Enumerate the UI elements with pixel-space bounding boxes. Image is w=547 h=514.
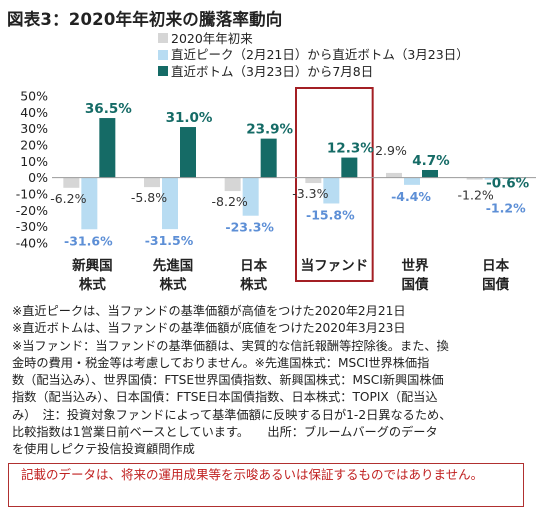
bar: [484, 177, 501, 180]
legend-item-ytd: 2020年年初来: [158, 30, 469, 47]
y-tick-label: -20%: [16, 203, 48, 218]
bar: [323, 177, 340, 204]
x-category-label: 株式: [160, 276, 187, 293]
legend-swatch-bottom-to-july: [158, 66, 168, 77]
footnote-line: ※当ファンド：当ファンドの基準価額は、実質的な信託報酬等控除後。また、換: [12, 338, 449, 353]
x-category-label: 株式: [79, 276, 106, 293]
bar: [386, 172, 402, 178]
bar: [404, 177, 420, 185]
x-category-label: 株式: [240, 276, 267, 293]
data-label: -6.2%: [50, 191, 86, 206]
data-label: -5.8%: [131, 190, 167, 205]
bar: [144, 177, 160, 188]
legend-label-peak-to-bottom: 直近ピーク（2月21日）から直近ボトム（3月23日）: [171, 47, 469, 63]
data-label: -3.3%: [292, 186, 328, 201]
y-tick-label: 50%: [20, 89, 48, 104]
x-category-label: 先進国: [153, 257, 194, 274]
legend-label-bottom-to-july: 直近ボトム（3月23日）から7月8日: [171, 63, 374, 79]
footnote-line: ※直近ボトムは、当ファンドの基準価額が底値をつけた2020年3月23日: [12, 321, 406, 336]
footnote-line: 金時の費用・税金等は考慮しておりません。※先進国株式：MSCI世界株価指: [12, 355, 430, 370]
bar: [224, 177, 241, 192]
data-label: 31.0%: [166, 110, 213, 126]
y-tick-label: 40%: [20, 105, 48, 120]
highlight-frame: [295, 87, 374, 282]
bar: [466, 177, 483, 180]
footnote-line: を使用しピクテ投信投資顧問作成: [12, 442, 195, 457]
y-tick-label: 20%: [20, 138, 48, 153]
bar: [422, 169, 438, 178]
bar: [63, 177, 80, 188]
x-category-label: 新興国: [72, 257, 113, 274]
data-label: 2.9%: [375, 143, 407, 158]
y-tick-label: -30%: [16, 219, 48, 234]
y-tick-label: -40%: [16, 236, 48, 251]
data-label: 36.5%: [85, 101, 132, 117]
footnote-line: 指数（配当込み）、日本国債：FTSE日本国債指数、日本株式：TOPIX（配当込: [12, 390, 438, 405]
y-tick-label: 0%: [28, 170, 48, 185]
x-category-label: 国債: [402, 276, 429, 293]
data-label: 12.3%: [327, 141, 374, 157]
data-label: -0.6%: [486, 176, 530, 192]
footnote-line: 数（配当込み）、世界国債：FTSE世界国債指数、新興国株式：MSCI新興国株価: [12, 373, 444, 388]
chart-title: 図表3：2020年年初来の騰落率動向: [7, 10, 283, 29]
y-tick-label: 30%: [20, 121, 48, 136]
bar: [242, 177, 259, 216]
legend-label-ytd: 2020年年初来: [171, 30, 253, 46]
data-label: -1.2%: [486, 201, 526, 216]
data-label: 4.7%: [412, 153, 450, 169]
data-label: -4.4%: [391, 189, 431, 204]
bar: [99, 118, 116, 178]
footnote-line: 比較指数は1営業日前ベースとしています。 出所：ブルームバーグのデータ: [12, 425, 438, 440]
data-label: 23.9%: [246, 122, 293, 138]
data-label: -1.2%: [458, 188, 494, 203]
bar: [305, 177, 322, 184]
bar: [81, 177, 98, 230]
legend-item-bottom-to-july: 直近ボトム（3月23日）から7月8日: [158, 63, 469, 80]
chart-legend: 2020年年初来 直近ピーク（2月21日）から直近ボトム（3月23日） 直近ボト…: [158, 30, 469, 80]
legend-swatch-ytd: [158, 33, 168, 44]
x-category-label: 国債: [482, 276, 509, 293]
bar: [341, 157, 358, 178]
disclaimer-box: 記載のデータは、将来の運用成果等を示唆あるいは保証するものではありません。: [8, 463, 524, 507]
data-label: -31.5%: [145, 233, 194, 248]
x-category-label: 日本: [482, 257, 509, 274]
data-label: -31.6%: [64, 233, 113, 248]
bar: [180, 127, 196, 178]
data-label: -8.2%: [212, 194, 248, 209]
bar: [260, 138, 277, 178]
data-label: -23.3%: [225, 220, 274, 235]
x-category-label: 日本: [240, 257, 267, 274]
footnote-line: ※直近ピークは、当ファンドの基準価額が高値をつけた2020年2月21日: [12, 304, 406, 318]
legend-swatch-peak-to-bottom: [158, 49, 168, 60]
x-category-label: 当ファンド: [301, 257, 369, 274]
bar: [162, 177, 178, 230]
footnotes: ※直近ピークは、当ファンドの基準価額が高値をつけた2020年2月21日 ※直近ボ…: [12, 303, 542, 459]
y-tick-label: 10%: [20, 154, 48, 169]
bar-chart: 50%40%30% 20%10%0% -10%-20%-30% -40% -6.2% -5…: [16, 87, 536, 293]
footnote-line: み） 注：投資対象ファンドによって基準価額に反映する日が1-2日異なるため、: [12, 407, 452, 422]
data-label: -15.8%: [306, 207, 355, 222]
legend-item-peak-to-bottom: 直近ピーク（2月21日）から直近ボトム（3月23日）: [158, 47, 469, 64]
x-category-label: 世界: [402, 257, 429, 274]
y-tick-label: -10%: [16, 187, 48, 202]
